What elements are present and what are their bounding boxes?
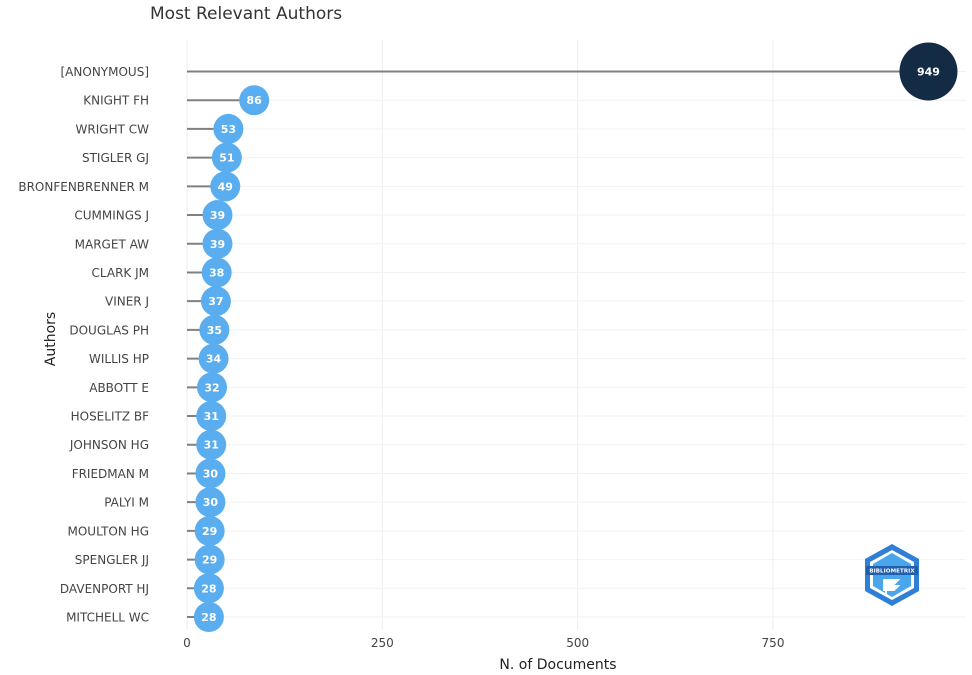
category-label: MOULTON HG [67, 524, 149, 538]
x-axis-title: N. of Documents [499, 657, 617, 673]
category-label: CLARK JM [92, 266, 149, 280]
category-label: DOUGLAS PH [69, 323, 149, 337]
data-label: 31 [204, 410, 219, 423]
category-label: ABBOTT E [89, 381, 149, 395]
lollipop-point [196, 429, 227, 460]
lollipop-point [210, 171, 241, 202]
data-label: 37 [208, 295, 223, 308]
data-label: 53 [221, 123, 236, 136]
data-label: 32 [204, 381, 219, 394]
category-label: MARGET AW [75, 237, 149, 251]
data-label: 31 [204, 439, 219, 452]
data-label: 30 [203, 496, 219, 509]
lollipop-point [193, 602, 224, 632]
x-tick-label: 500 [566, 636, 589, 650]
category-label: PALYI M [104, 496, 149, 510]
category-label: BRONFENBRENNER M [18, 180, 149, 194]
lollipop-point [201, 257, 232, 288]
category-label: FRIEDMAN M [72, 467, 149, 481]
lollipop-point [202, 228, 233, 259]
data-label: 35 [207, 324, 222, 337]
chart-title: Most Relevant Authors [150, 4, 343, 24]
data-label: 29 [202, 554, 217, 567]
data-label: 949 [917, 66, 940, 79]
data-label: 51 [219, 152, 234, 165]
category-label: JOHNSON HG [69, 438, 149, 452]
x-tick-label: 0 [183, 636, 191, 650]
bibliometrix-logo: BIBLIOMETRIX [865, 544, 919, 606]
category-label: [ANONYMOUS] [61, 65, 150, 79]
data-label: 30 [203, 467, 219, 480]
lollipop-point [194, 515, 225, 546]
data-label: 29 [202, 525, 217, 538]
lollipop-point [194, 544, 225, 575]
data-label: 39 [210, 238, 225, 251]
lollipop-point [211, 142, 242, 173]
lollipop-point [202, 200, 233, 231]
x-tick-label: 250 [371, 636, 394, 650]
category-label: HOSELITZ BF [71, 410, 149, 424]
category-label: CUMMINGS J [74, 209, 149, 223]
category-label: KNIGHT FH [83, 94, 149, 108]
category-label: WRIGHT CW [76, 122, 150, 136]
logo-text: BIBLIOMETRIX [869, 569, 915, 575]
data-label: 38 [209, 266, 224, 279]
data-label: 39 [210, 209, 225, 222]
data-label: 49 [218, 180, 233, 193]
lollipop-point [195, 487, 226, 518]
lollipop-point [195, 458, 226, 489]
lollipop-point [199, 314, 230, 345]
lollipop-point [198, 343, 229, 374]
lollipop-point [193, 573, 224, 604]
category-label: DAVENPORT HJ [60, 582, 149, 596]
data-label: 28 [201, 582, 216, 595]
lollipop-point [196, 401, 227, 432]
category-label: STIGLER GJ [82, 151, 149, 165]
lollipop-point [899, 42, 958, 101]
category-label: MITCHELL WC [66, 611, 149, 625]
data-label: 86 [247, 94, 263, 107]
data-label: 34 [206, 353, 222, 366]
category-label: WILLIS HP [89, 352, 149, 366]
category-label: VINER J [105, 295, 149, 309]
lollipop-point [197, 372, 228, 403]
data-label: 28 [201, 611, 216, 624]
x-tick-label: 750 [762, 636, 785, 650]
lollipop-point [200, 286, 231, 317]
category-label: SPENGLER JJ [75, 553, 149, 567]
lollipop-point [239, 85, 270, 116]
lollipop-point [213, 113, 244, 144]
